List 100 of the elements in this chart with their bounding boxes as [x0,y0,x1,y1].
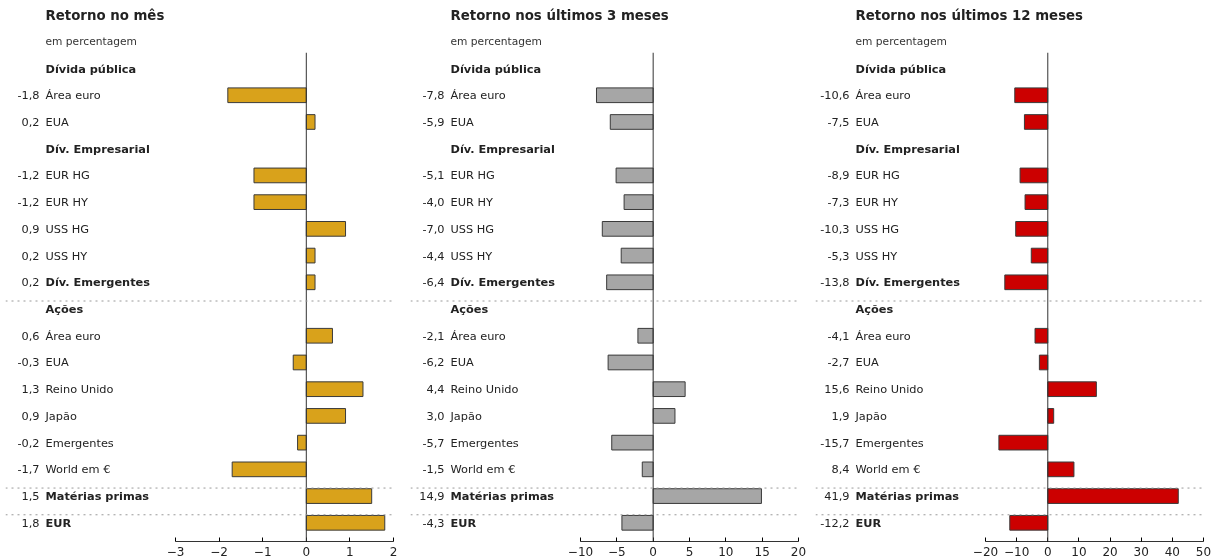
y-tick-label: Dív. Emergentes [855,275,961,290]
y-tick-label: Área euro [450,328,506,343]
x-tick-label: 0 [649,544,657,558]
y-tick-label: EUA [855,355,879,370]
data-label: -4,4 [422,248,445,263]
y-tick-label: EUR [45,515,72,530]
y-tick-label: Área euro [45,328,101,343]
y-tick-label: EUR [450,515,477,530]
y-tick-label: USS HG [45,221,90,236]
data-label: 0,2 [21,248,40,263]
data-label: -1,5 [422,462,445,477]
data-label: -5,3 [827,248,850,263]
data-label: 1,3 [21,382,40,397]
x-tick-label: 10 [718,544,734,558]
chart-title: Retorno no mês [45,7,165,23]
data-label: 0,6 [21,328,40,343]
data-label: 0,2 [21,275,40,290]
data-label: 0,9 [21,221,40,236]
x-tick-label: 15 [754,544,770,558]
data-label: 8,4 [831,462,850,477]
y-tick-label: USS HY [45,248,88,263]
y-tick-label: EUR HG [855,168,900,183]
y-tick-label: Ações [855,302,894,317]
y-tick-label: World em € [45,462,111,477]
y-tick-label: Ações [450,302,489,317]
data-label: 1,9 [831,408,850,423]
x-tick-label: 10 [1071,544,1087,558]
data-label: 0,9 [21,408,40,423]
data-label: -1,8 [17,88,40,103]
y-tick-label: Área euro [45,88,101,103]
y-tick-label: EUA [45,114,69,129]
y-tick-label: Área euro [855,328,911,343]
y-tick-label: Japão [854,408,887,423]
chart-subtitle: em percentagem [450,34,542,48]
chart-title: Retorno nos últimos 12 meses [855,7,1084,23]
y-tick-label: EUR [855,515,882,530]
data-label: 1,8 [21,515,40,530]
data-label: -15,7 [820,435,850,450]
x-tick-label: −1 [253,544,272,558]
data-label: -6,2 [422,355,445,370]
x-tick-label: 40 [1164,544,1180,558]
x-tick-label: 0 [302,544,311,558]
x-tick-label: 20 [1102,544,1118,558]
y-tick-label: Matérias primas [855,489,960,504]
y-tick-label: Área euro [855,88,911,103]
y-tick-label: Reino Unido [45,382,114,397]
y-tick-label: EUR HY [855,195,898,210]
y-tick-label: EUA [45,355,69,370]
y-tick-label: Ações [45,302,84,317]
x-tick-label: 50 [1195,544,1212,558]
data-label: -7,0 [422,221,445,236]
data-label: -2,7 [827,355,850,370]
y-tick-label: Japão [449,408,482,423]
x-tick-label: −3 [166,544,185,558]
data-label: -10,3 [820,221,850,236]
data-label: 15,6 [824,382,850,397]
y-tick-label: Dív. Emergentes [450,275,556,290]
y-tick-label: EUR HG [45,168,90,183]
data-label: -7,8 [422,88,445,103]
data-label: -10,6 [820,88,850,103]
y-tick-label: USS HG [855,221,900,236]
x-tick-label: −5 [607,544,626,558]
data-label: 1,5 [21,489,40,504]
y-tick-label: Reino Unido [450,382,519,397]
data-label: 3,0 [426,408,445,423]
data-label: -0,3 [17,355,40,370]
y-tick-label: Dívida pública [450,61,542,76]
y-tick-label: Dív. Empresarial [855,141,960,156]
data-label: -1,7 [17,462,40,477]
data-label: -0,2 [17,435,40,450]
y-tick-label: EUA [450,114,474,129]
x-tick-label: 2 [389,544,398,558]
data-label: 4,4 [426,382,445,397]
y-tick-label: EUA [855,114,879,129]
y-tick-label: World em € [855,462,921,477]
y-tick-label: USS HY [450,248,493,263]
y-tick-label: Matérias primas [450,489,555,504]
y-tick-label: Dív. Emergentes [45,275,151,290]
data-label: 41,9 [824,489,850,504]
y-tick-label: Matérias primas [45,489,150,504]
x-tick-label: 20 [790,544,807,558]
data-label: -4,3 [422,515,445,530]
data-label: -1,2 [17,195,40,210]
y-tick-label: Emergentes [45,435,114,450]
y-tick-label: EUR HY [45,195,88,210]
data-label: -7,3 [827,195,850,210]
data-label: -5,1 [422,168,445,183]
data-label: -1,2 [17,168,40,183]
y-tick-label: USS HY [855,248,898,263]
y-tick-label: Dív. Empresarial [45,141,150,156]
x-tick-label: −2 [210,544,228,558]
y-tick-label: Emergentes [855,435,924,450]
y-tick-label: EUR HY [450,195,493,210]
x-tick-label: −10 [567,544,594,558]
y-tick-label: Reino Unido [855,382,924,397]
data-label: -2,1 [422,328,445,343]
data-label: -8,9 [827,168,850,183]
y-tick-label: World em € [450,462,516,477]
y-tick-label: Emergentes [450,435,519,450]
chart-subtitle: em percentagem [855,34,947,48]
